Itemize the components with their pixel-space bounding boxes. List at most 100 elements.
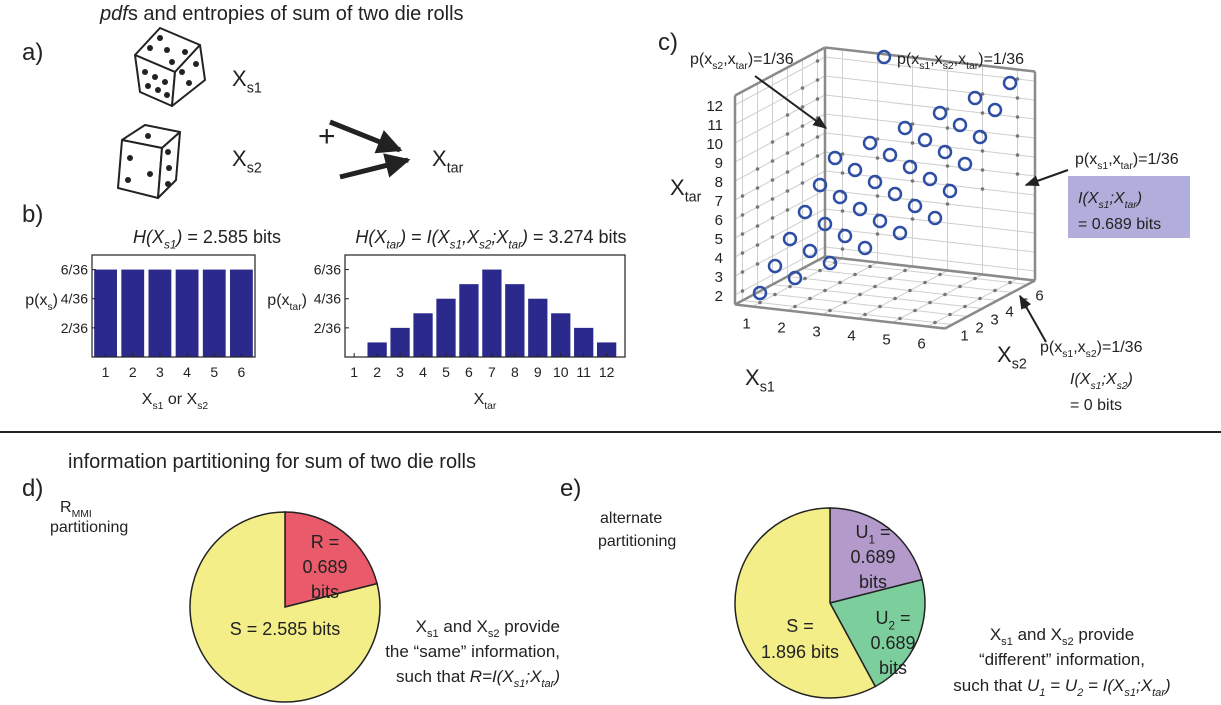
annotation: p(xs1,xtar)=1/36	[1075, 151, 1179, 172]
point	[929, 212, 941, 224]
projection-dot	[888, 277, 892, 281]
text-run: =	[406, 227, 427, 247]
grid-line	[803, 269, 1013, 293]
text-run: = U	[1045, 676, 1077, 695]
projection-dot	[788, 285, 792, 289]
slice-label: 1.896 bits	[761, 642, 839, 662]
dice-label: Xtar	[432, 146, 464, 177]
projection-dot	[808, 297, 812, 301]
projection-dot	[756, 186, 760, 190]
text-run: 2	[1076, 687, 1083, 699]
text-run: ;X	[491, 227, 509, 247]
note: such that U1 = U2 = I(Xs1;Xtar)	[953, 676, 1170, 699]
grid-line	[735, 95, 825, 143]
text-run: ,X	[462, 227, 480, 247]
projection-dot	[756, 243, 760, 247]
projection-dot	[981, 111, 985, 115]
projection-dot	[938, 273, 942, 277]
text-run: )	[1135, 190, 1142, 207]
text-run: s1	[1098, 200, 1109, 211]
projection-dot	[818, 269, 822, 273]
text-run: )	[53, 292, 58, 309]
text-run: or X	[163, 391, 197, 408]
text-run: s1	[514, 678, 526, 690]
projection-dot	[786, 113, 790, 117]
text-run: p(x	[897, 51, 919, 68]
projection-dot	[913, 309, 917, 313]
text-run: tar	[1121, 161, 1134, 172]
projection-dot	[868, 265, 872, 269]
projection-dot	[771, 197, 775, 201]
text-run: s1	[1097, 161, 1108, 172]
grid-line	[825, 190, 1035, 214]
bar	[176, 270, 199, 357]
projection-dot	[863, 313, 867, 317]
slice-label: 0.689	[850, 547, 895, 567]
section-title: information partitioning for sum of two …	[68, 451, 476, 473]
projection-dot	[933, 321, 937, 325]
panel-label: a)	[22, 39, 43, 66]
x-tick-label: 5	[210, 364, 218, 380]
text-run: )	[398, 227, 406, 247]
projection-dot	[801, 143, 805, 147]
panel-label: c)	[658, 29, 678, 56]
note: the “same” information,	[385, 642, 560, 661]
text-run: s2	[712, 61, 723, 72]
projection-dot	[756, 224, 760, 228]
slice-label: S = 2.585 bits	[230, 619, 341, 639]
text-run: )=1/36	[978, 51, 1024, 68]
side-label: RMMI	[60, 499, 92, 520]
text-run: R	[60, 499, 72, 516]
y-tick-label: 4/36	[61, 291, 88, 307]
text-run: ,x	[1108, 151, 1120, 168]
panel-label: e)	[560, 475, 581, 502]
text-run: tar	[290, 302, 303, 313]
bar	[149, 270, 172, 357]
projection-dot	[943, 293, 947, 297]
text-run: X	[474, 391, 485, 408]
text-run: s1	[919, 61, 930, 72]
grid-line	[858, 271, 948, 319]
projection-dot	[853, 273, 857, 277]
projection-dot	[981, 168, 985, 172]
projection-dot	[1016, 153, 1020, 157]
text-run: ,x	[954, 51, 966, 68]
grid-line	[823, 267, 913, 315]
y-tick-label: 6	[1035, 288, 1043, 305]
text-run: )	[174, 227, 182, 247]
projection-dot	[786, 189, 790, 193]
y-tick-label: 4/36	[314, 291, 341, 307]
bar	[121, 270, 144, 357]
projection-dot	[911, 217, 915, 221]
text-run: )	[1163, 676, 1171, 695]
point	[874, 215, 886, 227]
text-run: =	[895, 608, 911, 628]
point	[799, 206, 811, 218]
z-tick-label: 11	[707, 117, 723, 134]
x-tick-label: 10	[553, 364, 569, 380]
text-run: tar	[386, 238, 401, 251]
bar	[203, 270, 226, 357]
point	[974, 131, 986, 143]
note: such that R=I(Xs1;Xtar)	[396, 667, 560, 690]
slice-label: bits	[311, 582, 339, 602]
grid-line	[825, 76, 1035, 100]
grid-line	[825, 95, 1035, 119]
x-tick-label: 4	[183, 364, 191, 380]
bar	[482, 270, 501, 357]
x-tick-label: 2	[373, 364, 381, 380]
x-tick-label: 6	[917, 336, 925, 353]
x-axis-label: Xtar	[474, 391, 497, 412]
text-run: s1	[1062, 349, 1073, 360]
text-run: H(X	[355, 227, 387, 247]
projection-dot	[786, 170, 790, 174]
projection-dot	[823, 289, 827, 293]
projection-dot	[928, 301, 932, 305]
projection-dot	[981, 149, 985, 153]
point	[859, 242, 871, 254]
projection-dot	[841, 171, 845, 175]
y-tick-label: 6/36	[61, 262, 88, 278]
text-run: s2	[1012, 357, 1027, 373]
z-axis-label: Xtar	[670, 175, 702, 206]
z-tick-label: 3	[715, 269, 723, 286]
